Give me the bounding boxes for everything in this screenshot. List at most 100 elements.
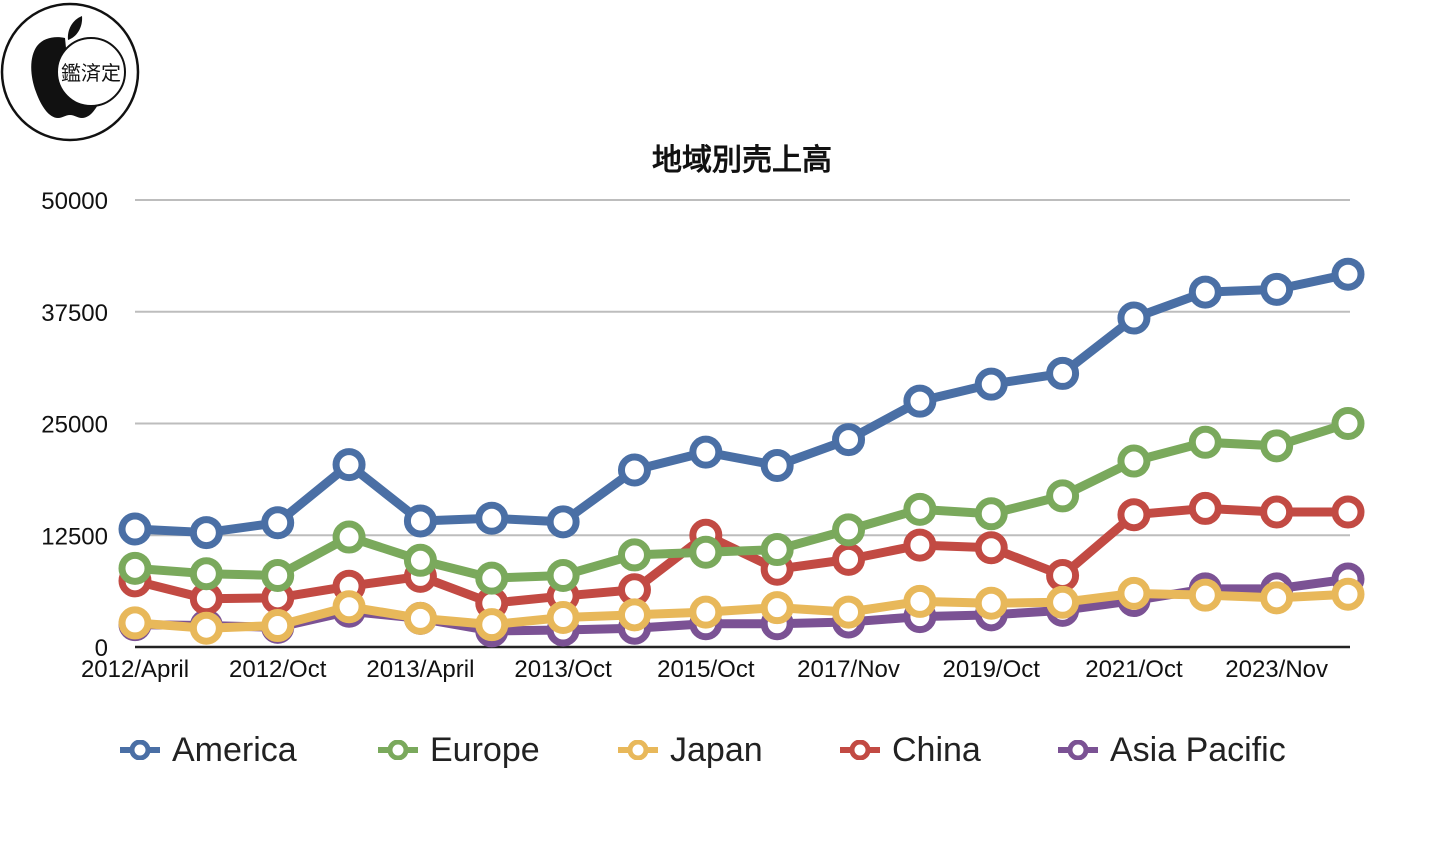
chart-title: 地域別売上高 (652, 143, 832, 178)
y-tick-label: 25000 (41, 412, 108, 439)
legend-item-europe: Europe (378, 722, 540, 778)
data-point (475, 608, 509, 642)
data-point (332, 590, 366, 624)
data-point (1117, 576, 1151, 610)
data-point (1046, 479, 1080, 513)
series-line (130, 269, 1353, 538)
data-point (332, 520, 366, 554)
x-tick-label: 2019/Oct (943, 656, 1041, 683)
data-point (1260, 581, 1294, 615)
x-tick-label: 2015/Oct (657, 656, 755, 683)
data-point (475, 561, 509, 595)
data-point (189, 557, 223, 591)
data-point (546, 600, 580, 634)
x-tick-label: 2012/Oct (229, 656, 327, 683)
data-point (689, 535, 723, 569)
data-point (903, 492, 937, 526)
data-point (1188, 425, 1222, 459)
legend-marker-icon (840, 740, 880, 760)
data-point (1117, 301, 1151, 335)
y-tick-label: 50000 (41, 188, 108, 215)
legend-marker-icon (120, 740, 160, 760)
series-group (118, 257, 1365, 648)
data-point (118, 606, 152, 640)
legend-marker-icon (1058, 740, 1098, 760)
data-point (118, 551, 152, 585)
data-point (189, 611, 223, 645)
x-tick-label: 2023/Nov (1225, 656, 1328, 683)
data-point (617, 453, 651, 487)
data-point (974, 586, 1008, 620)
x-tick-label: 2013/Oct (514, 656, 612, 683)
data-point (974, 367, 1008, 401)
data-point (1260, 429, 1294, 463)
series-europe (118, 407, 1365, 595)
data-point (832, 542, 866, 576)
data-point (1331, 257, 1365, 291)
x-tick-label: 2017/Nov (797, 656, 900, 683)
series-japan (118, 576, 1365, 645)
series-line (130, 419, 1353, 583)
data-point (903, 384, 937, 418)
data-point (1260, 272, 1294, 306)
data-point (546, 558, 580, 592)
legend-label: America (172, 730, 297, 769)
data-point (403, 504, 437, 538)
gridlines (135, 199, 1350, 649)
data-point (760, 533, 794, 567)
data-point (261, 558, 295, 592)
data-point (1117, 498, 1151, 532)
series-america (118, 257, 1365, 550)
data-point (1188, 491, 1222, 525)
y-tick-label: 12500 (41, 523, 108, 550)
legend-label: Europe (430, 730, 540, 769)
data-point (974, 497, 1008, 531)
data-point (261, 506, 295, 540)
data-point (617, 538, 651, 572)
legend-item-japan: Japan (618, 722, 763, 778)
data-point (689, 595, 723, 629)
data-point (1046, 558, 1080, 592)
data-point (832, 423, 866, 457)
data-point (1046, 356, 1080, 390)
data-point (974, 531, 1008, 565)
data-point (832, 513, 866, 547)
data-point (118, 512, 152, 546)
legend-marker-icon (378, 740, 418, 760)
y-tick-label: 0 (95, 635, 108, 662)
data-point (689, 435, 723, 469)
data-point (1188, 578, 1222, 612)
apple-seal-logo: 鑑済定 (0, 2, 140, 142)
x-tick-label: 2021/Oct (1085, 656, 1183, 683)
x-tick-label: 2013/April (366, 656, 474, 683)
data-point (261, 609, 295, 643)
data-point (332, 448, 366, 482)
legend-item-america: America (120, 722, 297, 778)
y-axis-ticks: 0 12500 25000 37500 50000 (41, 188, 108, 662)
legend-item-china: China (840, 722, 981, 778)
seal-text: 鑑済定 (61, 61, 121, 85)
seal-circle (56, 37, 126, 107)
legend-item-asia-pacific: Asia Pacific (1058, 722, 1286, 778)
y-tick-label: 37500 (41, 300, 108, 327)
apple-leaf-icon (67, 16, 83, 40)
series-line (130, 574, 1353, 636)
data-point (903, 528, 937, 562)
series-asia-pacific (118, 562, 1365, 648)
data-point (1331, 495, 1365, 529)
data-point (1188, 275, 1222, 309)
legend-label: Japan (670, 730, 763, 769)
x-tick-label: 2012/April (81, 656, 189, 683)
x-axis-ticks: 2012/April 2012/Oct 2013/April 2013/Oct 2015… (81, 656, 1328, 683)
data-point (617, 598, 651, 632)
data-point (403, 601, 437, 635)
data-point (546, 505, 580, 539)
data-point (1260, 495, 1294, 529)
legend: America Europe Japan China Asia Pacific (0, 722, 1450, 778)
data-point (760, 449, 794, 483)
data-point (403, 543, 437, 577)
data-point (1331, 407, 1365, 440)
legend-label: China (892, 730, 981, 769)
data-point (832, 595, 866, 629)
